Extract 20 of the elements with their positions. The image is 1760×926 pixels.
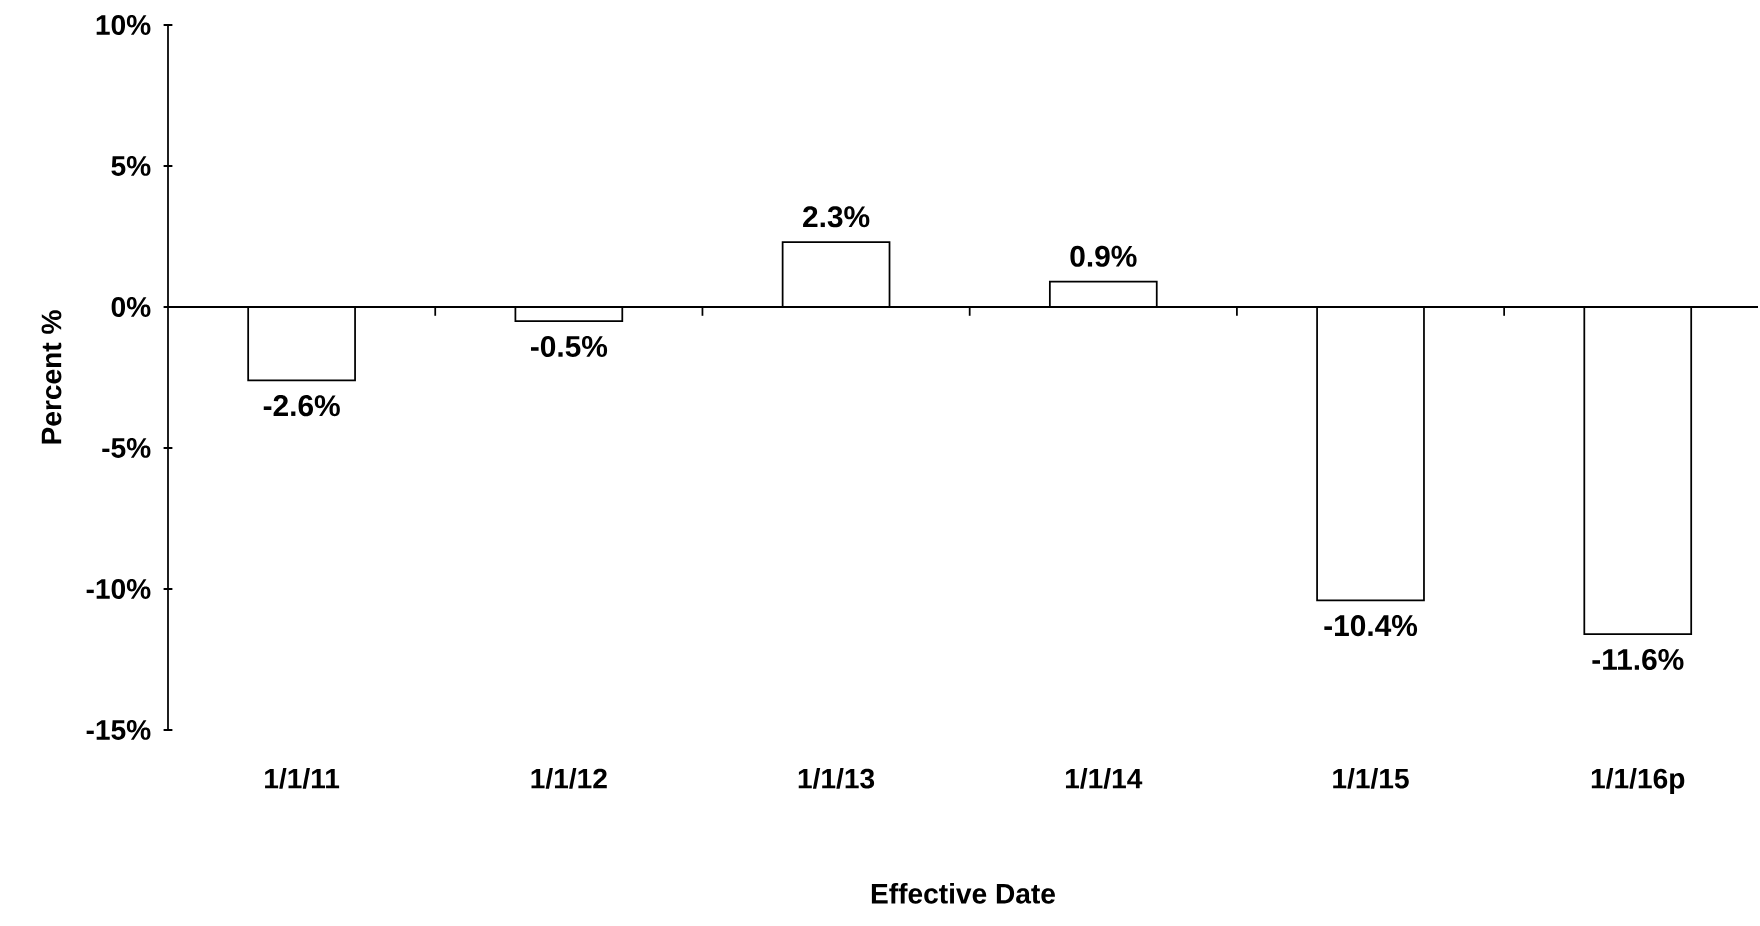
y-tick-label: -15% bbox=[86, 720, 151, 740]
data-label: 2.3% bbox=[803, 206, 870, 228]
x-tick-label: 1/1/14 bbox=[1065, 767, 1143, 789]
x-axis-title: Effective Date bbox=[871, 882, 1055, 904]
y-tick-label: 5% bbox=[111, 156, 151, 176]
x-tick-label: 1/1/16p bbox=[1591, 767, 1685, 795]
x-tick-label: 1/1/11 bbox=[265, 767, 340, 789]
y-axis-title: Percent % bbox=[41, 310, 62, 444]
data-label: 0.9% bbox=[1070, 245, 1137, 267]
x-tick-label: 1/1/13 bbox=[798, 767, 875, 789]
y-tick-label: 10% bbox=[96, 15, 151, 35]
data-label: -2.6% bbox=[263, 395, 340, 417]
data-label: -11.6% bbox=[1592, 648, 1684, 671]
y-tick-label: 0% bbox=[111, 297, 151, 317]
x-tick-label: 1/1/12 bbox=[531, 767, 607, 789]
y-tick-label: -5% bbox=[102, 438, 151, 458]
y-tick-label: -10% bbox=[86, 579, 151, 599]
x-tick-label: 1/1/15 bbox=[1333, 767, 1409, 789]
data-label: -0.5% bbox=[530, 335, 608, 357]
data-label: -10.4% bbox=[1324, 615, 1418, 637]
